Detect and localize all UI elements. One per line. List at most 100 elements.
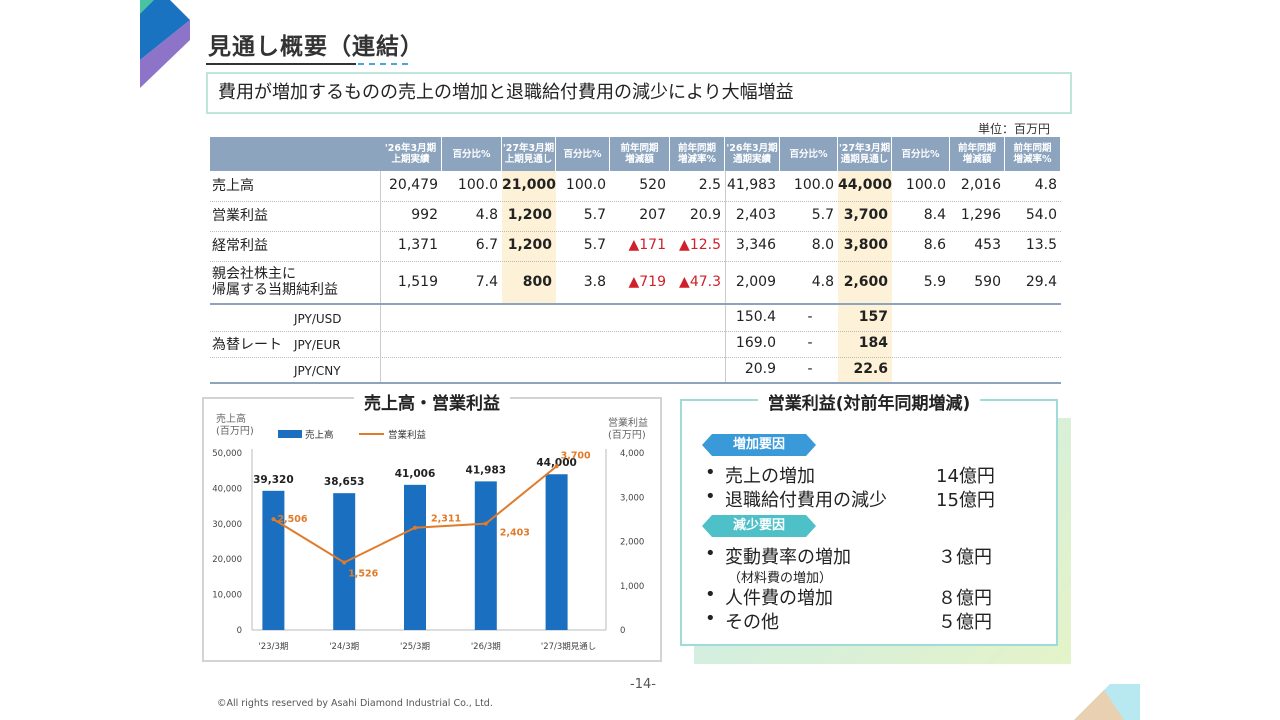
bar [474,481,497,630]
y-tick-left: 0 [237,626,242,636]
highlight-col-fy [838,171,892,383]
table-cell: 8.6 [923,237,946,253]
header-blank [210,137,380,171]
financial-table: '26年3月期 上期実績 百分比% '27年3月期 上期見通し 百分比% 前年同期 増減… [210,137,1061,385]
bar-data-label: 38,653 [324,476,365,488]
column-header: 前年同期 増減額 [950,137,1004,171]
y-tick-left: 50,000 [212,449,242,459]
table-cell: 590 [974,274,1001,290]
table-cell: 2.5 [698,177,721,193]
increase-tag: 増加要因 [702,434,816,456]
sales-op-chart: 売上高(百万円)営業利益(百万円)010,00020,00030,00040,0… [212,412,648,652]
line-data-label: 1,526 [348,568,378,579]
unit-label: 単位：百万円 [978,122,1051,136]
y-tick-right: 0 [620,626,625,636]
factor-amount: ５億円 [938,612,992,633]
table-cell: 1,371 [397,237,438,253]
fx-actual: 169.0 [735,335,776,351]
y-axis-label-left: (百万円) [216,425,254,437]
op-panel-title: 営業利益(対前年同期増減) [680,389,1058,414]
row-label: 営業利益 [212,208,268,224]
column-header: 前年同期 増減額 [610,137,669,171]
column-header: 百分比% [892,137,949,171]
table-cell: 3,346 [735,237,776,253]
table-cell: 5.7 [583,207,606,223]
fx-row: JPY/USD 150.4 - 157 [210,305,1061,332]
bar-data-label: 39,320 [253,474,294,486]
section-divider [210,303,1061,305]
corner-decoration [1074,684,1140,720]
y-tick-right: 1,000 [620,582,644,592]
line-point [483,521,488,526]
table-cell: 1,200 [507,207,552,223]
bullet: • [705,584,716,605]
column-header: '26年3月期 上期実績 [380,137,441,171]
fx-pct: - [807,309,813,325]
fx-pair: JPY/USD [294,312,342,326]
fx-actual: 20.9 [744,361,776,377]
col-divider [380,171,381,383]
y-tick-left: 40,000 [212,484,242,494]
table-cell: 3,700 [843,207,888,223]
table-cell: ▲719 [628,274,667,290]
line-data-label: 3,700 [561,450,591,461]
table-cell: 44,000 [838,177,893,193]
line-data-label: 2,311 [431,514,461,525]
table-cell: 1,519 [397,274,438,290]
title-underline [206,63,356,65]
column-header: '27年3月期 上期見通し [502,137,555,171]
fx-row: JPY/EUR 169.0 - 184 [210,331,1061,358]
table-cell: 4.8 [475,207,498,223]
factor-amount: ３億円 [938,547,992,568]
y-tick-left: 20,000 [212,555,242,565]
line-point [271,517,276,522]
table-cell: 800 [522,274,552,290]
table-row: 売上高 20,479 100.0 21,000 100.0 520 2.5 41,983 100… [210,171,1061,202]
table-cell: ▲47.3 [679,274,721,290]
y-axis-label-right: 営業利益 [608,416,648,429]
factor-label: 変動費率の増加 [725,547,851,568]
line-point [342,560,347,565]
table-cell: 8.0 [811,237,834,253]
table-cell: 992 [411,207,438,223]
summary-box: 費用が増加するものの売上の増加と退職給付費用の減少により大幅増益 [206,72,1072,114]
fx-row: JPY/CNY 20.9 - 22.6 [210,357,1061,384]
factor-label: その他 [725,612,779,633]
table-cell: 207 [639,207,666,223]
page-title: 見通し概要（連結） [208,34,424,60]
bullet: • [705,543,716,564]
fx-actual: 150.4 [735,309,776,325]
y-axis-label-right: (百万円) [608,429,646,441]
column-header: 前年同期 増減率% [670,137,724,171]
bar-data-label: 41,983 [466,464,507,476]
table-cell: 4.8 [811,274,834,290]
x-tick-label: '25/3期 [400,642,430,652]
legend-line-label: 営業利益 [388,429,427,441]
decrease-tag: 減少要因 [702,515,816,537]
table-cell: 54.0 [1025,207,1057,223]
fx-forecast: 22.6 [853,361,888,377]
legend-bar-swatch [278,430,302,438]
bullet: • [705,462,716,483]
table-cell: ▲12.5 [679,237,721,253]
table-cell: 7.4 [475,274,498,290]
bullet: • [705,486,716,507]
row-label: 経常利益 [212,238,268,254]
x-tick-label: '26/3期 [471,642,501,652]
column-header: '27年3月期 通期見通し [838,137,891,171]
table-cell: 453 [974,237,1001,253]
table-row: 経常利益 1,371 6.7 1,200 5.7 ▲171 ▲12.5 3,346 8.0 3,8… [210,231,1061,262]
table-cell: 5.7 [583,237,606,253]
bar-data-label: 41,006 [395,468,436,480]
column-header: 百分比% [780,137,837,171]
fx-label: 為替レート [212,337,282,353]
table-cell: 5.9 [923,274,946,290]
y-tick-right: 2,000 [620,538,644,548]
bar [262,490,285,630]
fx-pct: - [807,335,813,351]
row-label: 親会社株主に 帰属する当期純利益 [212,266,338,298]
table-cell: 2,009 [735,274,776,290]
table-cell: 100.0 [905,177,946,193]
table-cell: 100.0 [565,177,606,193]
line-point [413,525,417,530]
